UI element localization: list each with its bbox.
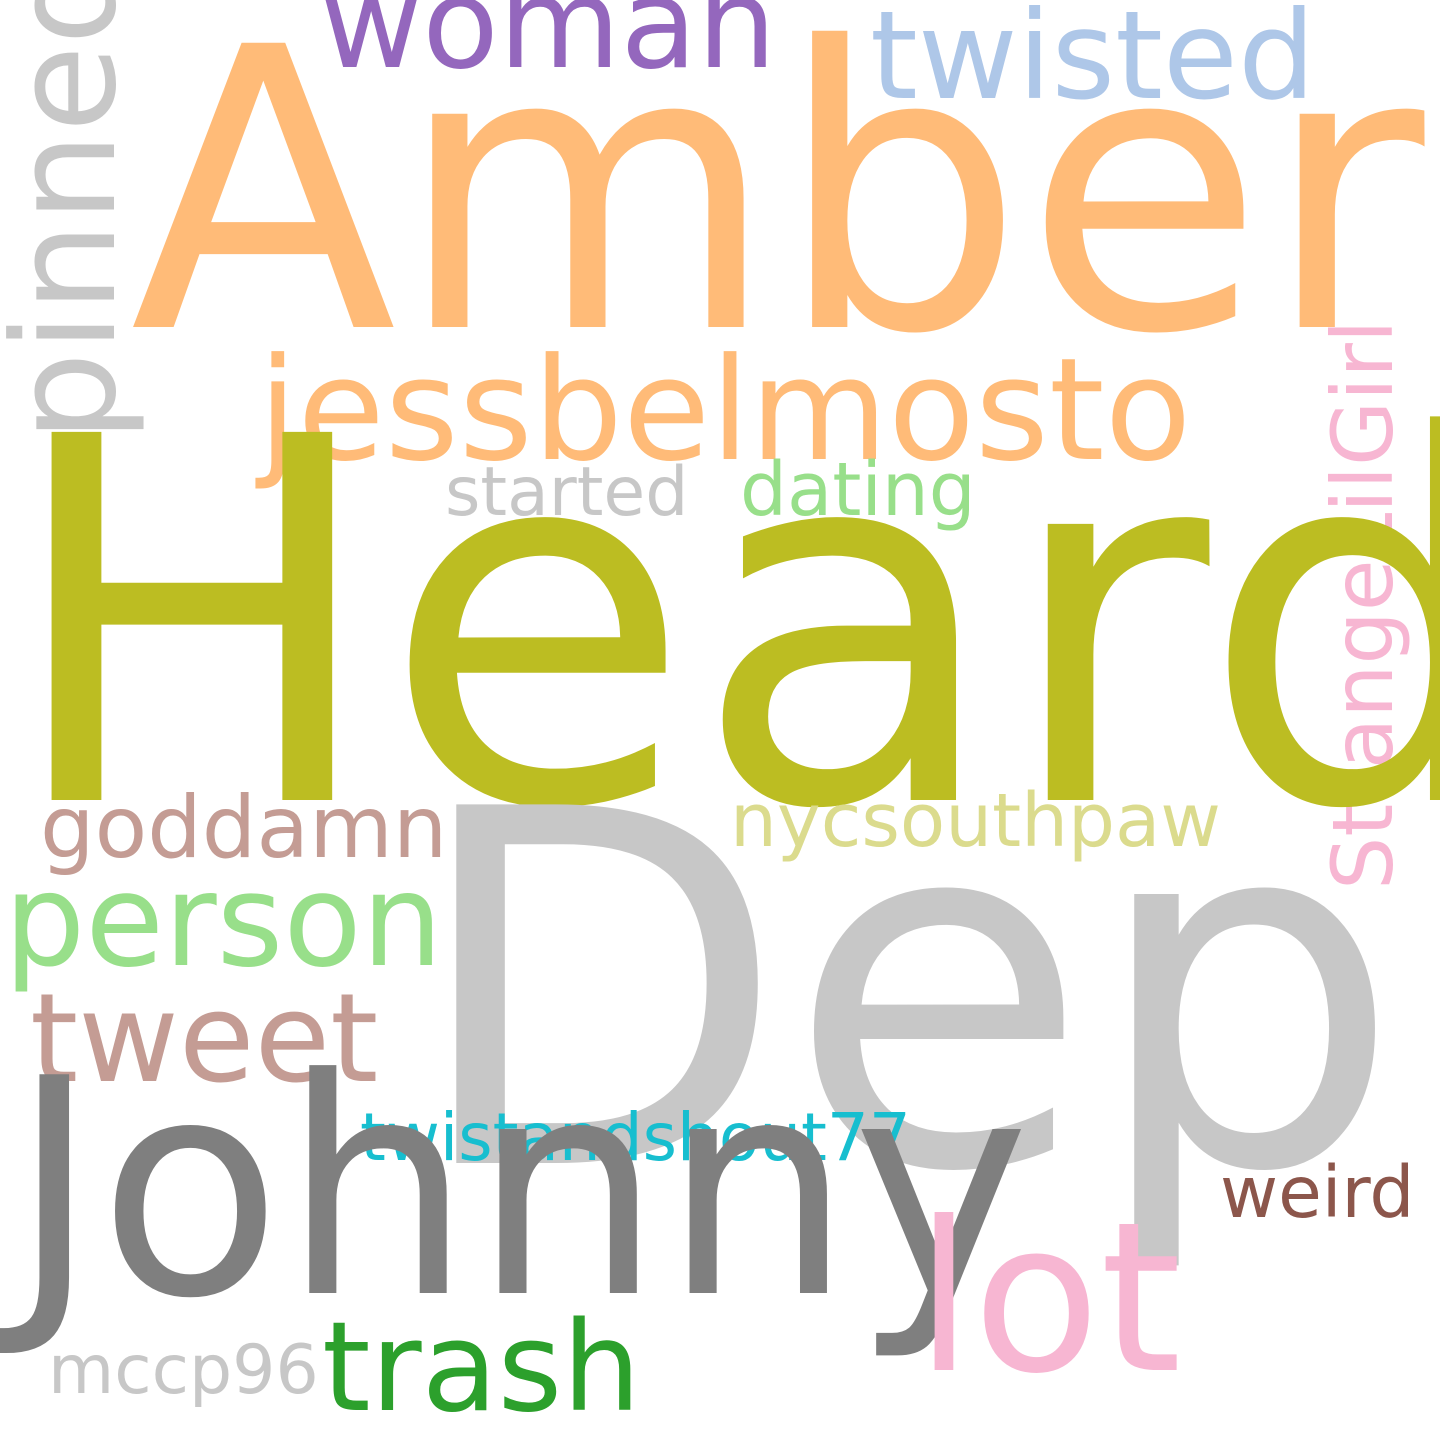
word-weird: weird xyxy=(1220,1151,1415,1234)
word-heard: Heard xyxy=(2,332,1440,920)
word-person: person xyxy=(4,847,443,996)
word-trash: trash xyxy=(322,1296,641,1440)
word-johnny: Johnny xyxy=(10,1015,1030,1364)
word-twistandshout77: twistandshout77 xyxy=(360,1099,911,1176)
word-lot: lot xyxy=(915,1178,1182,1420)
word-goddamn: goddamn xyxy=(40,778,448,878)
word-amber: Amber xyxy=(130,0,1425,419)
word-started: started xyxy=(445,453,689,532)
word-mccp96: mccp96 xyxy=(48,1331,319,1410)
word-jessbelmosto: jessbelmosto xyxy=(258,328,1192,493)
word-nycsouthpaw: nycsouthpaw xyxy=(730,778,1221,864)
word-tweet: tweet xyxy=(30,968,379,1111)
word-dating: dating xyxy=(740,447,976,533)
word-woman: woman xyxy=(320,0,777,97)
word-twisted: twisted xyxy=(870,0,1316,127)
